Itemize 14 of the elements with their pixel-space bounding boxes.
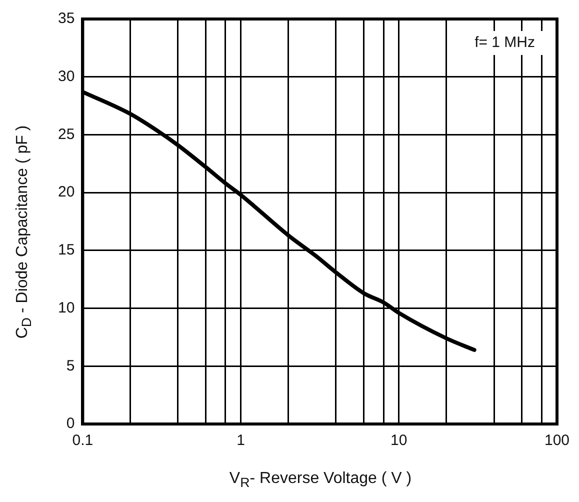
x-axis-title: V$_{R}$- Reverse Voltage ( V ): [228, 470, 413, 490]
y-tick-label: 5: [66, 357, 75, 374]
x-tick-label: 1: [236, 432, 245, 450]
y-tick-label: 0: [66, 415, 75, 432]
x-tick-label: 100: [544, 432, 570, 450]
y-tick-label: 10: [58, 299, 75, 316]
y-tick-label: 25: [58, 126, 75, 143]
y-tick-label: 20: [58, 184, 75, 201]
x-tick-label: 0.1: [72, 432, 94, 450]
annotation: f= 1 MHz: [474, 34, 536, 52]
y-tick-label: 30: [58, 68, 75, 85]
x-tick-label: 10: [390, 432, 408, 450]
y-tick-label: 15: [58, 242, 75, 259]
y-tick-label: 35: [58, 10, 75, 28]
